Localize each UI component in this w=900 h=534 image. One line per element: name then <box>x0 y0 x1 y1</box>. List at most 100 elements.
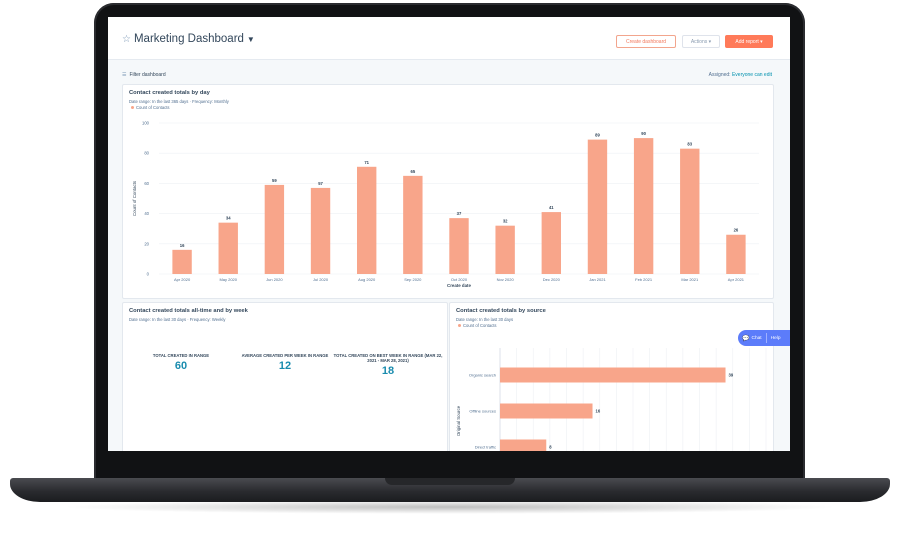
data-label: 16 <box>180 243 185 248</box>
x-tick-label: Aug 2020 <box>358 277 376 282</box>
data-label: 26 <box>734 228 739 233</box>
filter-label: Filter dashboard <box>129 72 166 78</box>
kpi-total-created: TOTAL CREATED IN RANGE 60 <box>126 353 236 372</box>
x-tick-label: Dec 2020 <box>543 277 561 282</box>
kpi-value: 12 <box>278 360 292 372</box>
laptop-notch <box>385 478 515 485</box>
bar <box>218 222 238 274</box>
laptop-shadow <box>60 500 840 514</box>
data-label: 57 <box>318 181 323 186</box>
divider <box>765 333 767 343</box>
x-tick-label: Apr 2021 <box>728 277 745 282</box>
data-label: 8 <box>549 445 552 450</box>
legend-label: Count of Contacts <box>136 105 170 110</box>
y-tick-label: 40 <box>144 211 149 216</box>
y-tick-label: 20 <box>144 241 149 246</box>
data-label: 90 <box>641 131 646 136</box>
x-tick-label: Sep 2020 <box>404 277 422 282</box>
y-axis-label: Count of Contacts <box>132 180 137 216</box>
report-card-daily: Contact created totals by day Date range… <box>122 84 774 299</box>
data-label: 59 <box>272 178 277 183</box>
y-tick-label: 80 <box>144 151 149 156</box>
bar <box>310 187 331 274</box>
help-button[interactable]: Help <box>770 335 781 341</box>
data-label: 37 <box>457 211 462 216</box>
data-label: 16 <box>596 409 601 414</box>
bar <box>172 249 192 274</box>
x-axis-label: Create date <box>447 283 471 288</box>
create-dashboard-button[interactable]: Create dashboard <box>616 35 676 48</box>
kpi-label: AVERAGE CREATED PER WEEK IN RANGE <box>241 353 329 358</box>
x-tick-label: Apr 2020 <box>174 277 191 282</box>
kpi-value: 18 <box>381 365 395 377</box>
x-tick-label: May 2020 <box>219 277 237 282</box>
legend-swatch <box>458 324 461 327</box>
kpi-label: TOTAL CREATED ON BEST WEEK IN RANGE (MAR… <box>333 353 443 363</box>
bar <box>449 218 469 274</box>
filter-dashboard-link[interactable]: ☰ Filter dashboard <box>122 72 166 78</box>
data-label: 32 <box>503 219 508 224</box>
bar <box>500 403 593 419</box>
bar <box>403 175 423 274</box>
kpi-best-week: TOTAL CREATED ON BEST WEEK IN RANGE (MAR… <box>333 353 443 377</box>
bar <box>726 234 746 274</box>
data-label: 39 <box>729 373 734 378</box>
y-tick-label: 60 <box>144 181 149 186</box>
report-subtitle: Date range: In the last 30 days <box>456 317 514 322</box>
bar <box>495 225 515 274</box>
data-label: 34 <box>226 216 231 221</box>
dashboard-header: ☆ Marketing Dashboard ▼ Create dashboard A… <box>108 17 790 60</box>
data-label: 89 <box>595 133 600 138</box>
bar <box>587 139 608 274</box>
report-subtitle: Date range: In the last 365 days · Frequ… <box>129 99 229 104</box>
assigned-value-link[interactable]: Everyone can edit <box>731 72 772 78</box>
report-card-source: Contact created totals by source Date ra… <box>449 302 774 451</box>
bar-chart-daily: 0 20 40 60 80 100 16 Apr 2020 34 May 2020 59 Jun 20… <box>132 121 759 288</box>
legend-label: Count of Contacts <box>463 323 497 328</box>
star-icon[interactable]: ☆ <box>122 34 131 45</box>
y-tick-label: 100 <box>142 121 150 126</box>
kpi-value: 60 <box>174 360 188 372</box>
report-title[interactable]: Contact created totals by source <box>456 308 546 314</box>
y-tick-label: 0 <box>147 272 150 277</box>
chart-legend: Count of Contacts <box>458 323 497 328</box>
add-report-button[interactable]: Add report ▾ <box>725 35 773 48</box>
assigned-label: Assigned: <box>708 72 731 78</box>
data-label: 71 <box>364 160 369 165</box>
actions-button[interactable]: Actions ▾ <box>682 35 720 48</box>
y-axis-label: Original Source <box>456 405 461 436</box>
data-label: 41 <box>549 205 554 210</box>
report-subtitle: Date range: In the last 30 days · Freque… <box>129 317 226 322</box>
screen: ☆ Marketing Dashboard ▼ Create dashboard A… <box>108 17 790 451</box>
chart-legend: Count of Contacts <box>131 105 170 110</box>
chat-bubble-icon: 💬 <box>742 335 750 342</box>
y-tick-label: Direct traffic <box>475 445 496 450</box>
bar <box>500 367 726 383</box>
y-tick-label: Offline sources <box>469 409 496 414</box>
report-title[interactable]: Contact created totals all-time and by w… <box>129 308 248 314</box>
x-tick-label: Jun 2020 <box>266 277 283 282</box>
data-label: 83 <box>687 142 692 147</box>
report-card-weekly: Contact created totals all-time and by w… <box>122 302 448 451</box>
bar-chart-source: 39 Organic search 16 Offline sources 8 Direct… <box>456 348 767 451</box>
data-label: 65 <box>411 169 416 174</box>
bar <box>633 138 654 274</box>
bar <box>541 212 561 274</box>
bar <box>500 439 547 451</box>
dashboard-title-dropdown[interactable]: ☆ Marketing Dashboard ▼ <box>122 33 255 45</box>
bar <box>357 166 377 274</box>
kpi-label: TOTAL CREATED IN RANGE <box>152 353 210 358</box>
chat-widget[interactable]: 💬 Chat Help <box>738 330 790 346</box>
x-tick-label: Mar 2021 <box>681 277 699 282</box>
assigned-info: Assigned: Everyone can edit <box>709 72 772 78</box>
legend-swatch <box>131 106 134 109</box>
bar <box>264 184 285 274</box>
report-title[interactable]: Contact created totals by day <box>129 90 210 96</box>
filter-icon: ☰ <box>122 72 127 78</box>
chat-button[interactable]: Chat <box>751 335 762 341</box>
page-title: Marketing Dashboard <box>133 33 244 45</box>
x-tick-label: Jul 2020 <box>313 277 329 282</box>
kpi-average-per-week: AVERAGE CREATED PER WEEK IN RANGE 12 <box>230 353 340 372</box>
x-tick-label: Oct 2020 <box>451 277 468 282</box>
bar <box>680 148 700 274</box>
